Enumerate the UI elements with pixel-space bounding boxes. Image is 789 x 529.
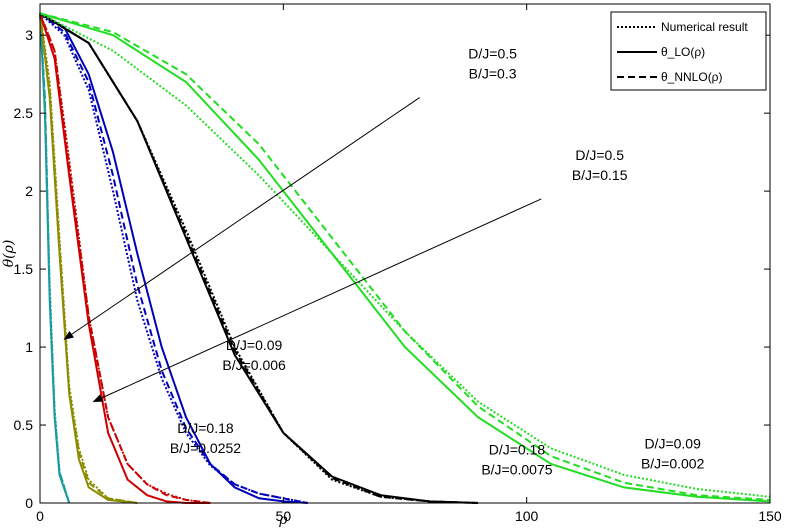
y-axis-label: θ(ρ) bbox=[1, 240, 17, 268]
annotation-arrow bbox=[92, 198, 542, 403]
axis-ticks: 0 50 100 150 0 0.5 1 1.5 2 2.5 3 bbox=[14, 4, 782, 524]
annotation-label: B/J=0.0075 bbox=[481, 462, 552, 478]
annotation-label: D/J=0.5 bbox=[468, 46, 517, 62]
y-tick-label: 0 bbox=[25, 495, 33, 511]
annotation-label: B/J=0.3 bbox=[469, 66, 517, 82]
series-line-4-nnlo bbox=[39, 12, 308, 504]
legend: Numerical result θ_LO(ρ) θ_NNLO(ρ) bbox=[610, 11, 767, 91]
series-line-4-lo bbox=[39, 12, 308, 504]
legend-label: Numerical result bbox=[661, 20, 748, 34]
series-line-4-numerical bbox=[39, 12, 308, 504]
y-tick-label: 1.5 bbox=[14, 261, 34, 277]
annotation-label: B/J=0.002 bbox=[641, 455, 705, 471]
series-line-2-nnlo bbox=[39, 13, 138, 504]
annotation-label: B/J=0.0252 bbox=[170, 440, 241, 456]
series-line-1-lo bbox=[39, 13, 71, 504]
annotations: D/J=0.5 B/J=0.3 D/J=0.5 B/J=0.15 D/J=0.09 B/J… bbox=[63, 46, 705, 478]
series-line-2-lo bbox=[39, 13, 138, 504]
x-tick-label: 50 bbox=[276, 508, 292, 524]
annotation-label: D/J=0.18 bbox=[177, 420, 234, 436]
y-tick-label: 0.5 bbox=[14, 417, 34, 433]
x-tick-label: 150 bbox=[758, 508, 782, 524]
series-line-6-lo bbox=[39, 12, 771, 503]
annotation-label: B/J=0.006 bbox=[222, 357, 286, 373]
series-line-6-nnlo bbox=[39, 12, 771, 501]
series-line-5-numerical bbox=[39, 12, 479, 504]
legend-label: θ_LO(ρ) bbox=[661, 45, 705, 59]
axes-frame bbox=[39, 3, 771, 504]
series-line-1-nnlo bbox=[39, 13, 71, 504]
y-tick-label: 2.5 bbox=[14, 105, 34, 121]
series-line-5-lo bbox=[39, 12, 479, 504]
series-line-5-nnlo bbox=[39, 12, 479, 504]
annotation-arrow bbox=[63, 97, 420, 340]
y-tick-label: 3 bbox=[25, 27, 33, 43]
y-tick-label: 1 bbox=[25, 339, 33, 355]
x-axis-label: ρ bbox=[278, 512, 288, 528]
y-tick-label: 2 bbox=[25, 183, 33, 199]
annotation-label: D/J=0.09 bbox=[644, 435, 701, 451]
annotation-label: D/J=0.5 bbox=[575, 147, 624, 163]
annotation-label: B/J=0.15 bbox=[572, 167, 628, 183]
series-line-3-lo bbox=[39, 13, 211, 504]
x-tick-label: 100 bbox=[515, 508, 539, 524]
annotation-label: D/J=0.18 bbox=[489, 442, 546, 458]
series-line-3-nnlo bbox=[39, 13, 211, 504]
series-line-2-numerical bbox=[39, 13, 138, 504]
x-tick-label: 0 bbox=[36, 508, 44, 524]
legend-label: θ_NNLO(ρ) bbox=[661, 70, 723, 84]
plot-curves bbox=[39, 12, 771, 504]
annotation-label: D/J=0.09 bbox=[226, 337, 283, 353]
